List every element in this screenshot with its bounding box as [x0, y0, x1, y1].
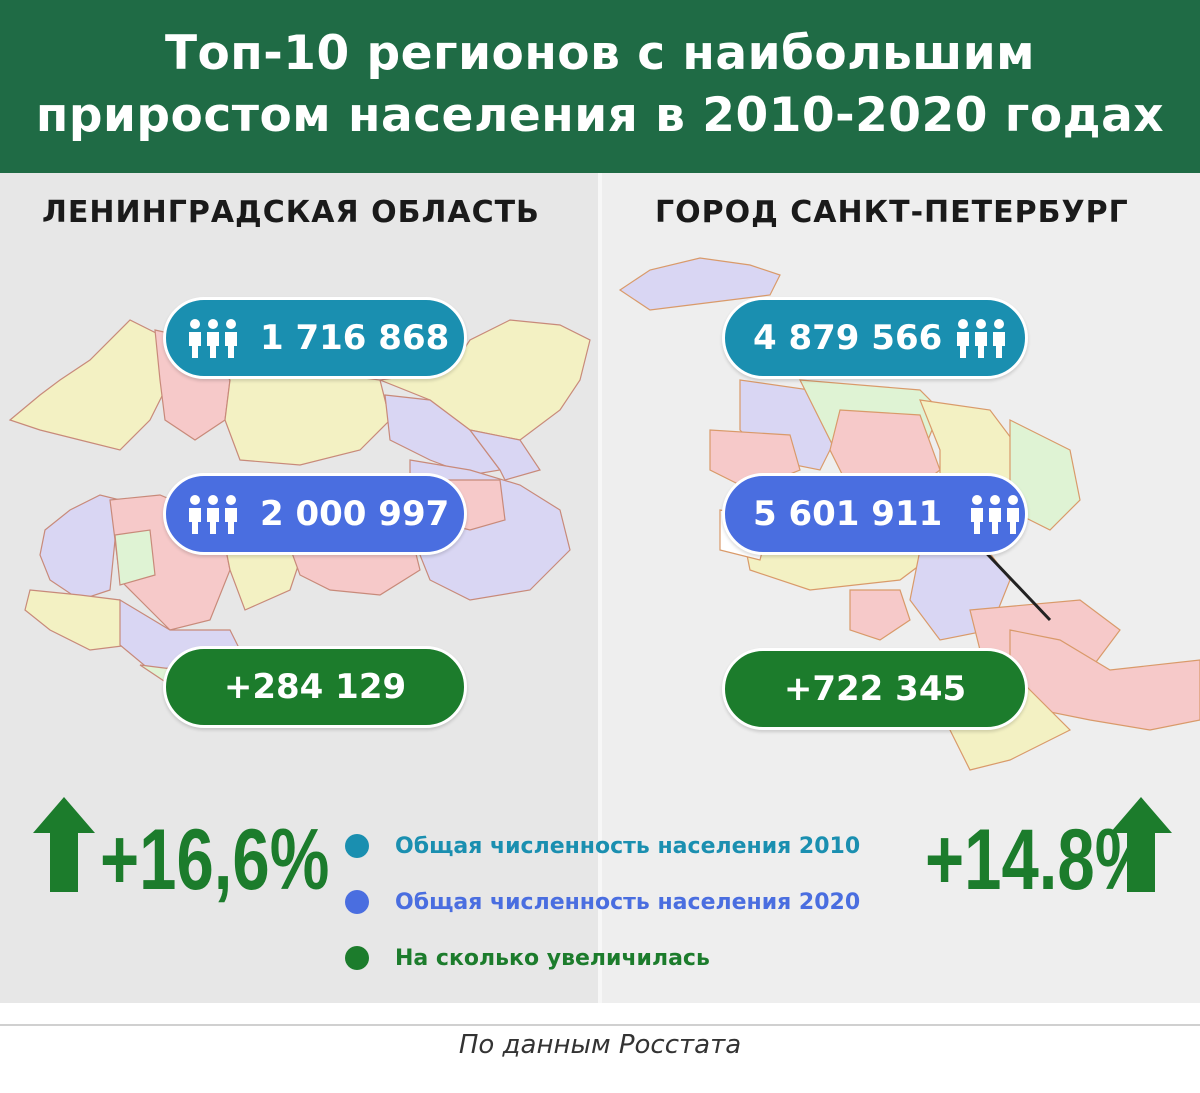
population-2010-pill-right: 4 879 566: [722, 297, 1028, 379]
legend-dot-2020: [345, 890, 369, 914]
arrow-up-icon: [33, 797, 95, 892]
population-2020-pill-right: 5 601 911: [722, 473, 1028, 555]
source-note: По данным Росстата: [458, 1030, 742, 1060]
population-2020-value-right: 5 601 911: [753, 494, 943, 534]
legend-item-2020: Общая численность населения 2020: [345, 887, 860, 917]
legend-label-2010: Общая численность населения 2010: [395, 833, 861, 859]
people-icon: [188, 494, 238, 534]
panel-divider: [598, 173, 602, 1003]
legend-dot-2010: [345, 834, 369, 858]
legend-label-increase: На сколько увеличилась: [395, 945, 710, 971]
people-icon: [188, 318, 238, 358]
increase-pill-right: +722 345: [722, 648, 1028, 730]
page-title-line-1: Топ-10 регионов с наибольшим: [164, 26, 1036, 81]
arrow-up-icon: [1110, 797, 1172, 892]
population-2010-value-left: 1 716 868: [260, 318, 450, 358]
people-icon: [970, 494, 1020, 534]
people-icon: [956, 318, 1006, 358]
legend-label-2020: Общая численность населения 2020: [395, 889, 861, 915]
left-region-title: ЛЕНИНГРАДСКАЯ ОБЛАСТЬ: [42, 195, 540, 230]
increase-pill-left: +284 129: [163, 646, 467, 728]
increase-value-right: +722 345: [783, 669, 967, 709]
page-title-line-2: приростом населения в 2010-2020 годах: [35, 88, 1165, 143]
header-banner: Топ-10 регионов с наибольшим приростом н…: [0, 0, 1200, 173]
population-2020-pill-left: 2 000 997: [163, 473, 467, 555]
legend-dot-increase: [345, 946, 369, 970]
population-2010-pill-left: 1 716 868: [163, 297, 467, 379]
right-region-title: ГОРОД САНКТ-ПЕТЕРБУРГ: [655, 195, 1129, 230]
population-2010-value-right: 4 879 566: [753, 318, 943, 358]
population-2020-value-left: 2 000 997: [260, 494, 450, 534]
footer-divider: [0, 1024, 1200, 1026]
legend-item-increase: На сколько увеличилась: [345, 943, 710, 973]
increase-value-left: +284 129: [223, 667, 407, 707]
legend-item-2010: Общая численность населения 2010: [345, 831, 860, 861]
growth-percent-left: +16,6%: [100, 812, 330, 908]
